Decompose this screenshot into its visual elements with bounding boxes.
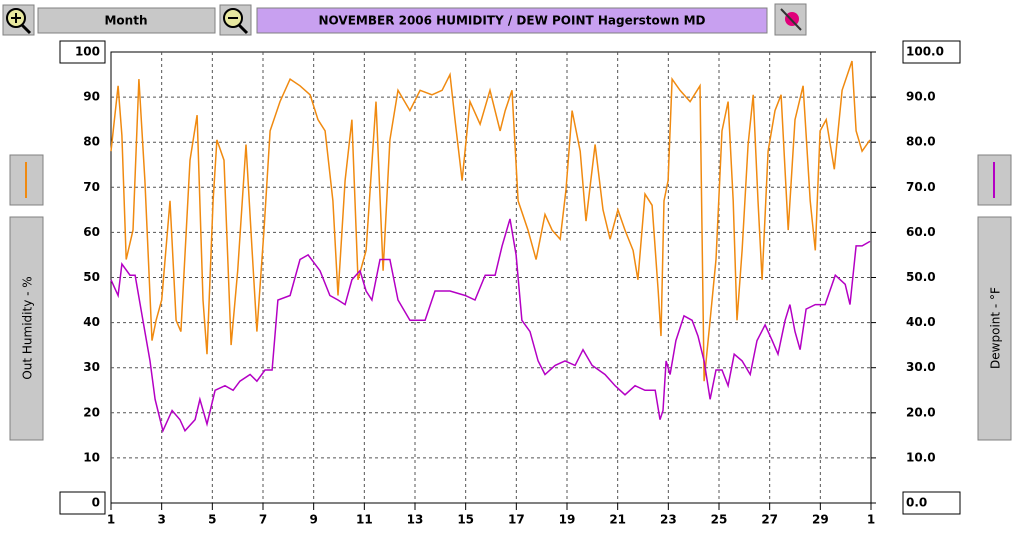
y2-tick-label: 20.0 (906, 405, 936, 419)
y2-tick-label: 100.0 (906, 45, 944, 59)
y2-tick-label: 70.0 (906, 180, 936, 194)
y-tick-label: 20 (83, 405, 100, 419)
tick-box (59, 491, 106, 515)
zoom-in-button[interactable] (2, 4, 35, 36)
y2-tick-label: 40.0 (906, 315, 936, 329)
x-tick-label: 13 (407, 513, 424, 527)
x-tick-label: 11 (356, 513, 373, 527)
y2-axis-button[interactable]: Dewpoint - °F (977, 216, 1012, 441)
series-line (110, 60, 871, 382)
y-tick-label: 30 (83, 360, 100, 374)
y-tick-label: 90 (83, 90, 100, 104)
y-tick-label: 70 (83, 180, 100, 194)
y-tick-label: 0 (92, 496, 100, 510)
x-tick-label: 25 (711, 513, 728, 527)
options-button[interactable] (774, 3, 807, 36)
legend-button[interactable] (9, 154, 44, 206)
plot: 0 10 20 30 40 50 60 70 80 90 100 0.0 10.0 20.0 30.0 40.… (59, 40, 961, 527)
y-tick-label: 40 (83, 315, 100, 329)
x-tick-label: 21 (609, 513, 626, 527)
x-tick-label: 3 (157, 513, 165, 527)
x-tick-label: 17 (508, 513, 525, 527)
x-tick-label: 27 (761, 513, 778, 527)
title-box (256, 7, 768, 34)
y-tick-label: 80 (83, 135, 100, 149)
tick-box (902, 40, 961, 64)
y2-tick-label: 30.0 (906, 360, 936, 374)
y2-tick-label: 0.0 (906, 496, 927, 510)
chart-title: NOVEMBER 2006 HUMIDITY / DEW POINT Hager… (319, 14, 706, 28)
period-label: Month (104, 14, 147, 28)
y2-tick-label: 90.0 (906, 90, 936, 104)
series-line (110, 218, 871, 434)
x-tick-label: 29 (812, 513, 829, 527)
period-button[interactable]: Month (37, 7, 216, 34)
y-tick-label: 60 (83, 225, 100, 239)
x-tick-label: 5 (208, 513, 216, 527)
y2-tick-label: 80.0 (906, 135, 936, 149)
x-tick-label: 1 (107, 513, 115, 527)
x-tick-label: 7 (259, 513, 267, 527)
zoom-out-button[interactable] (219, 4, 252, 36)
y2-axis-label: Dewpoint - °F (989, 287, 1003, 369)
y2-tick-label: 10.0 (906, 450, 936, 464)
x-tick-label: 15 (457, 513, 474, 527)
x-tick-label: 9 (309, 513, 317, 527)
y-tick-label: 50 (83, 270, 100, 284)
x-tick-label: 1 (867, 513, 875, 527)
tick-box (59, 40, 106, 64)
y2-tick-label: 50.0 (906, 270, 936, 284)
y2-tick-label: 60.0 (906, 225, 936, 239)
y-axis-button[interactable]: Out Humidity - % (9, 216, 44, 441)
legend-button[interactable] (977, 154, 1012, 206)
y-tick-label: 100 (75, 45, 100, 59)
x-tick-label: 19 (559, 513, 576, 527)
x-tick-label: 23 (660, 513, 677, 527)
y-tick-label: 10 (83, 450, 100, 464)
tick-box (902, 491, 961, 515)
y-axis-label: Out Humidity - % (21, 276, 35, 379)
